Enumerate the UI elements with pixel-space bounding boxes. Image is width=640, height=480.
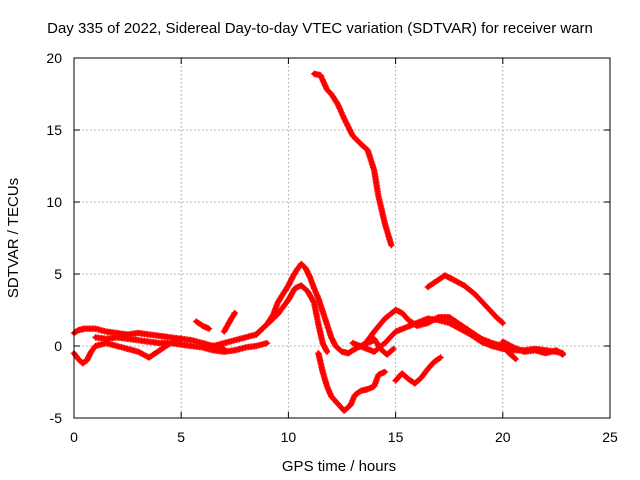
series-arc-i <box>315 350 389 414</box>
chart-title: Day 335 of 2022, Sidereal Day-to-day VTE… <box>47 20 593 37</box>
data-layer <box>70 70 566 414</box>
series-markers <box>499 338 566 358</box>
series-markers <box>392 354 444 387</box>
series-arc-g <box>253 282 331 355</box>
series-arc-n <box>424 272 506 327</box>
x-tick-label: 25 <box>602 429 618 445</box>
y-tick-label: 5 <box>54 266 62 282</box>
series-arc-e <box>220 309 238 335</box>
x-axis-label: GPS time / hours <box>282 458 396 475</box>
series-markers <box>253 282 331 355</box>
series-markers <box>92 334 271 355</box>
series-trail <box>311 71 394 248</box>
series-arc-k <box>360 306 519 363</box>
y-tick-label: 10 <box>46 194 62 210</box>
y-axis-label: SDTVAR / TECUs <box>5 178 22 298</box>
series-markers <box>315 350 389 414</box>
y-tick-label: 0 <box>54 338 62 354</box>
x-tick-label: 15 <box>388 429 404 445</box>
x-tick-label: 10 <box>281 429 297 445</box>
y-tick-label: 20 <box>46 50 62 66</box>
series-markers <box>220 309 238 335</box>
series-markers <box>424 272 506 327</box>
series-arc-o <box>499 338 566 358</box>
series-markers <box>371 335 397 358</box>
series-arc-c <box>92 334 271 355</box>
series-arc-h <box>310 70 395 249</box>
series-markers <box>360 306 519 363</box>
y-tick-label: -5 <box>50 410 63 426</box>
series-markers <box>193 318 213 332</box>
plot-frame <box>73 57 611 419</box>
x-tick-label: 0 <box>70 429 78 445</box>
tick-layer: 0 5 10 15 20 25 -5 0 5 10 15 20 <box>46 50 618 445</box>
x-tick-label: 20 <box>495 429 511 445</box>
series-arc-m <box>392 354 444 387</box>
series-arc-l <box>371 335 397 358</box>
y-tick-label: 15 <box>46 122 62 138</box>
series-arc-d <box>193 318 213 332</box>
x-tick-label: 5 <box>177 429 185 445</box>
series-markers <box>310 70 395 249</box>
